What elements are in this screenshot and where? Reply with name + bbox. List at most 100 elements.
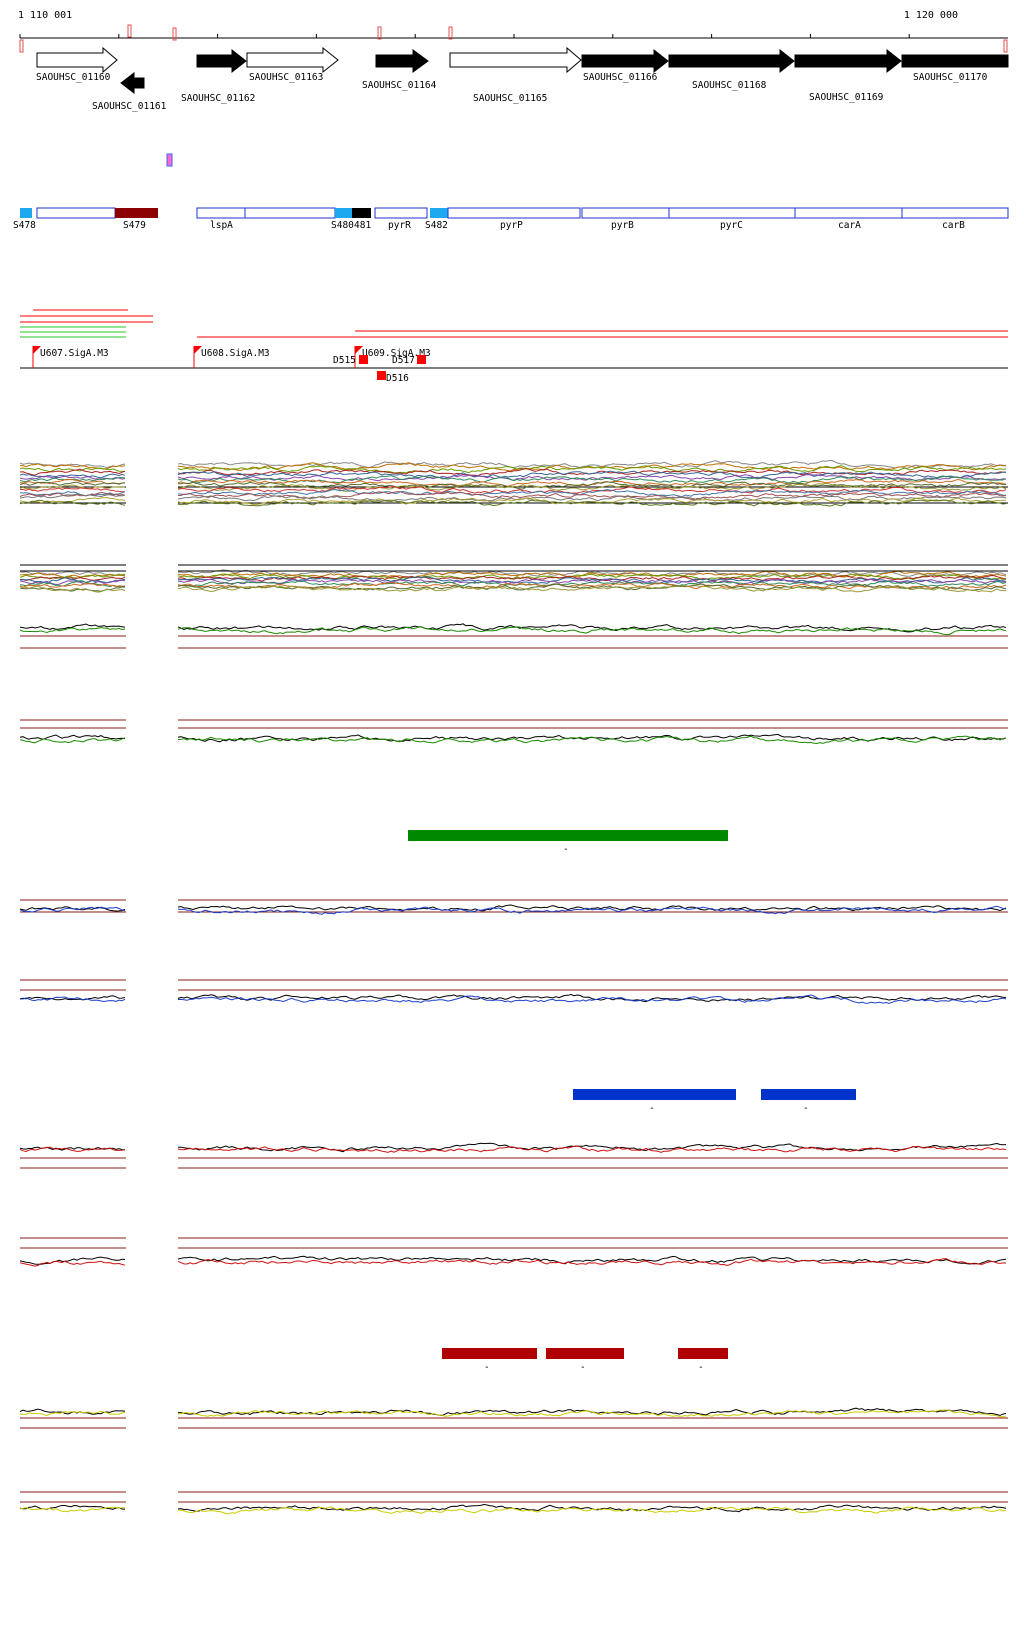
tss-flag-u607[interactable] bbox=[32, 346, 41, 368]
gene-arrow-saouhsc-01163[interactable] bbox=[246, 46, 339, 74]
expression-trace bbox=[19, 484, 126, 490]
downshift-label: D516 bbox=[386, 373, 409, 384]
expression-trace bbox=[177, 735, 1007, 745]
segment-481[interactable] bbox=[352, 208, 371, 218]
downshift-d515[interactable] bbox=[359, 355, 368, 364]
segment-pyrc[interactable] bbox=[668, 207, 796, 219]
expression-panel-3 bbox=[19, 899, 1008, 915]
gene-label: SAOUHSC_01164 bbox=[362, 80, 437, 91]
expression-trace bbox=[19, 627, 126, 634]
ruler-marker bbox=[377, 26, 382, 40]
expression-trace bbox=[177, 578, 1007, 586]
tss-flag-u609[interactable] bbox=[354, 346, 363, 368]
significance-bars: - - - - - - bbox=[408, 830, 856, 1373]
expression-trace bbox=[19, 579, 126, 586]
expression-trace bbox=[19, 580, 126, 588]
expression-panel-1 bbox=[19, 623, 1008, 649]
ruler-marker bbox=[172, 27, 177, 41]
expression-panel-8 bbox=[19, 1491, 1008, 1515]
segment-pyrr[interactable] bbox=[374, 207, 428, 219]
expression-trace bbox=[19, 496, 126, 504]
gene-arrow-saouhsc-01162[interactable] bbox=[196, 48, 247, 74]
expression-trace bbox=[177, 570, 1007, 579]
expression-trace bbox=[177, 495, 1007, 502]
segment-track: S478 S479 lspA S480 481 pyrR S482 pyrP p… bbox=[13, 207, 1009, 231]
segment-lspa[interactable] bbox=[196, 207, 246, 219]
expression-trace bbox=[20, 576, 126, 582]
segment-box[interactable] bbox=[244, 207, 336, 219]
segment-label: pyrR bbox=[388, 220, 411, 231]
sig-bar-mark: - bbox=[580, 1362, 586, 1373]
segment-pyrp[interactable] bbox=[447, 207, 581, 219]
segment-cara[interactable] bbox=[794, 207, 903, 219]
gene-arrow-saouhsc-01161[interactable] bbox=[120, 71, 145, 95]
panel-traces bbox=[19, 1142, 1007, 1153]
gene-arrow-saouhsc-01165[interactable] bbox=[449, 46, 582, 74]
panel-traces bbox=[19, 1407, 1007, 1418]
panel-traces bbox=[19, 623, 1007, 636]
ruler-marker bbox=[127, 24, 132, 38]
expression-trace bbox=[177, 733, 1007, 743]
sig-bar-green[interactable] bbox=[408, 830, 728, 841]
expression-trace bbox=[177, 580, 1007, 587]
segment-s478[interactable] bbox=[20, 208, 32, 218]
expression-trace bbox=[177, 485, 1007, 494]
expression-trace bbox=[19, 1146, 126, 1153]
sig-bar-red[interactable] bbox=[546, 1348, 624, 1359]
downshift-d517[interactable] bbox=[417, 355, 426, 364]
gene-arrow-saouhsc-01164[interactable] bbox=[375, 49, 429, 73]
segment-s482[interactable] bbox=[430, 208, 448, 218]
sig-bar-mark: - bbox=[698, 1362, 704, 1373]
gene-label: SAOUHSC_01170 bbox=[913, 72, 988, 83]
expression-trace bbox=[19, 1410, 126, 1417]
expression-trace bbox=[178, 1142, 1007, 1153]
sig-bar-red[interactable] bbox=[678, 1348, 728, 1359]
gene-label: SAOUHSC_01165 bbox=[473, 93, 547, 104]
segment-pyrb[interactable] bbox=[581, 207, 670, 219]
expression-trace bbox=[19, 623, 126, 630]
expression-trace bbox=[19, 906, 126, 913]
ruler-marker bbox=[448, 26, 453, 40]
expression-trace bbox=[19, 467, 126, 473]
expression-trace bbox=[177, 1258, 1007, 1267]
expression-trace bbox=[177, 1145, 1007, 1153]
expression-trace bbox=[177, 1506, 1007, 1515]
gene-arrow-saouhsc-01166[interactable] bbox=[581, 48, 669, 74]
segment-label: pyrB bbox=[611, 220, 634, 231]
gene-label: SAOUHSC_01161 bbox=[92, 101, 167, 112]
gene-arrow-saouhsc-01168[interactable] bbox=[668, 48, 795, 74]
gene-arrow-saouhsc-01169[interactable] bbox=[794, 48, 902, 74]
expression-trace bbox=[177, 993, 1006, 1003]
ruler-ticks bbox=[19, 24, 1008, 53]
panel-traces bbox=[19, 1255, 1007, 1267]
expression-trace bbox=[19, 468, 126, 476]
expression-trace bbox=[19, 1504, 126, 1510]
segment-label: lspA bbox=[210, 220, 233, 231]
gene-arrow-saouhsc-01170[interactable] bbox=[901, 54, 1009, 68]
segment-label: S479 bbox=[123, 220, 146, 231]
expression-trace bbox=[177, 462, 1007, 472]
tss-flag-u608[interactable] bbox=[193, 346, 202, 368]
expression-panels bbox=[19, 623, 1008, 1515]
segment-box[interactable] bbox=[36, 207, 116, 219]
sig-bar-red[interactable] bbox=[442, 1348, 537, 1359]
downshift-d516[interactable] bbox=[377, 371, 386, 380]
panel-traces bbox=[19, 904, 1007, 915]
expression-trace bbox=[177, 905, 1007, 915]
expression-trace bbox=[177, 1409, 1007, 1418]
expression-trace bbox=[19, 487, 126, 493]
expression-trace bbox=[19, 583, 126, 588]
segment-carb[interactable] bbox=[901, 207, 1009, 219]
gene-arrow-saouhsc-01160[interactable] bbox=[36, 46, 118, 74]
expression-trace bbox=[177, 481, 1007, 490]
sig-bar-blue[interactable] bbox=[573, 1089, 736, 1100]
expression-trace bbox=[177, 488, 1006, 498]
panel-traces bbox=[19, 733, 1007, 745]
segment-s480[interactable] bbox=[335, 208, 352, 218]
sig-bar-blue[interactable] bbox=[761, 1089, 856, 1100]
segment-s479[interactable] bbox=[115, 208, 158, 218]
expression-trace bbox=[19, 737, 126, 744]
segment-label: S480 bbox=[331, 220, 354, 231]
